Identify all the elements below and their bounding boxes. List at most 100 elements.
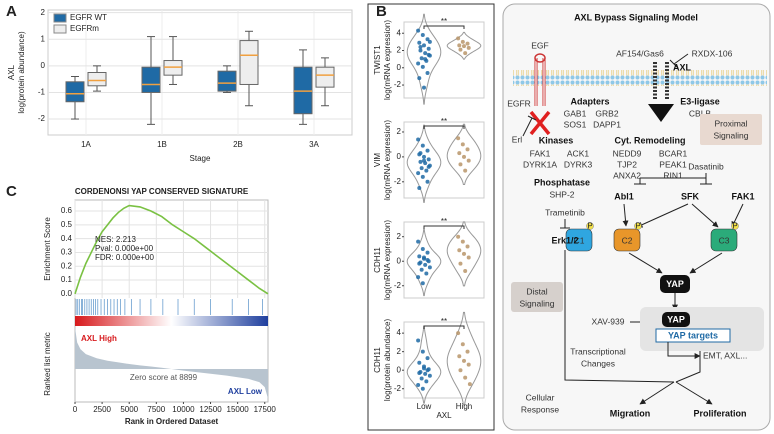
point bbox=[416, 275, 421, 280]
violin bbox=[446, 123, 482, 186]
label: Cellular bbox=[526, 392, 555, 402]
point bbox=[457, 354, 462, 359]
y-tick-label: 2 bbox=[397, 232, 402, 241]
point bbox=[417, 261, 422, 266]
significance-bracket bbox=[423, 125, 465, 129]
label: Transcriptional bbox=[570, 346, 626, 356]
point bbox=[456, 36, 461, 41]
box bbox=[217, 70, 237, 92]
point bbox=[426, 46, 431, 51]
ranked-metric bbox=[75, 327, 268, 399]
label: Erk1/2 bbox=[551, 235, 578, 245]
y-tick-label: 0.6 bbox=[61, 206, 73, 215]
y-tick-label: 0 bbox=[397, 256, 402, 265]
box bbox=[87, 72, 107, 87]
high-label: AXL High bbox=[81, 334, 117, 343]
x-tick-label: 15000 bbox=[227, 405, 250, 414]
significance-bracket bbox=[423, 25, 465, 29]
label: Dasatinib bbox=[688, 161, 724, 171]
point bbox=[422, 43, 426, 48]
point bbox=[458, 47, 463, 52]
y-tick-label: -1 bbox=[38, 88, 46, 97]
y-tick-label: -2 bbox=[38, 114, 46, 123]
point bbox=[460, 142, 465, 147]
y-axis-label: log(mRNA expression) bbox=[383, 20, 392, 100]
y-tick-label: 2 bbox=[397, 127, 402, 136]
point bbox=[423, 371, 428, 376]
violin bbox=[446, 221, 482, 287]
label: Proximal bbox=[714, 118, 747, 128]
point bbox=[463, 269, 468, 274]
box bbox=[65, 81, 85, 103]
label: E3-ligase bbox=[680, 96, 720, 106]
x-tick-label: 2500 bbox=[93, 405, 111, 414]
point bbox=[458, 162, 463, 167]
plot-area bbox=[403, 121, 485, 199]
point bbox=[416, 171, 421, 176]
connector bbox=[675, 351, 701, 383]
yap-node bbox=[660, 275, 690, 293]
label: P bbox=[587, 222, 592, 231]
label: P bbox=[732, 222, 737, 231]
point bbox=[425, 148, 430, 153]
point bbox=[425, 368, 430, 373]
label: SHP-2 bbox=[549, 189, 574, 199]
x-tick-label: 3A bbox=[309, 140, 319, 149]
x-tick-label: 5000 bbox=[120, 405, 138, 414]
point bbox=[419, 376, 424, 381]
point bbox=[465, 147, 470, 152]
connector bbox=[564, 250, 675, 383]
label: YAP targets bbox=[668, 330, 718, 340]
inhibition bbox=[560, 219, 570, 229]
point bbox=[466, 45, 471, 50]
x-tick-label: 1A bbox=[81, 140, 91, 149]
point bbox=[418, 159, 423, 164]
point bbox=[416, 383, 421, 388]
arrow bbox=[648, 104, 674, 122]
arrow bbox=[689, 252, 723, 274]
point bbox=[465, 349, 470, 354]
label: C1 bbox=[574, 235, 585, 245]
point bbox=[456, 331, 461, 336]
label: AF154/Gas6 bbox=[616, 48, 664, 58]
y-axis-label: CDH11 bbox=[373, 347, 382, 373]
x-tick-label: 7500 bbox=[147, 405, 165, 414]
label: DYRK1A bbox=[523, 159, 557, 169]
y-tick-label: 4 bbox=[397, 28, 402, 37]
significance: ** bbox=[441, 117, 447, 126]
label: YAP bbox=[666, 279, 684, 289]
label: ACK1 bbox=[567, 148, 589, 158]
label: Migration bbox=[610, 408, 651, 418]
inhibition bbox=[634, 173, 712, 185]
y-tick-label: -2 bbox=[394, 177, 402, 186]
label: Signaling bbox=[714, 130, 749, 140]
label: GAB1 bbox=[564, 108, 587, 118]
legend-label: EGFR WT bbox=[70, 13, 107, 22]
point bbox=[423, 51, 428, 56]
label: Changes bbox=[581, 358, 615, 368]
diagram-title: AXL Bypass Signaling Model bbox=[574, 12, 698, 22]
y-tick-label: 0.4 bbox=[61, 234, 73, 243]
x-tick-label: 2B bbox=[233, 140, 243, 149]
point bbox=[424, 168, 429, 173]
label: SOS1 bbox=[564, 119, 587, 129]
stat-label: Pval: 0.000e+00 bbox=[95, 244, 154, 253]
y-axis-label: CDH11 bbox=[373, 247, 382, 273]
label: EGF bbox=[531, 40, 548, 50]
point bbox=[419, 267, 424, 272]
inhibition bbox=[669, 53, 689, 69]
y-tick-label: 0.2 bbox=[61, 261, 73, 270]
point bbox=[416, 61, 421, 66]
label: Phosphatase bbox=[534, 177, 590, 187]
label: Distal bbox=[526, 286, 547, 296]
label: TJP2 bbox=[617, 159, 637, 169]
point bbox=[425, 70, 430, 75]
x-tick-label: 0 bbox=[73, 405, 78, 414]
point bbox=[420, 386, 425, 391]
label: FAK1 bbox=[530, 148, 551, 158]
y-axis-label: log(protein abundance) bbox=[383, 319, 392, 402]
inhibition bbox=[522, 115, 537, 137]
label: Trametinib bbox=[545, 207, 585, 217]
point bbox=[466, 255, 471, 260]
egfr-receptor bbox=[535, 58, 545, 106]
